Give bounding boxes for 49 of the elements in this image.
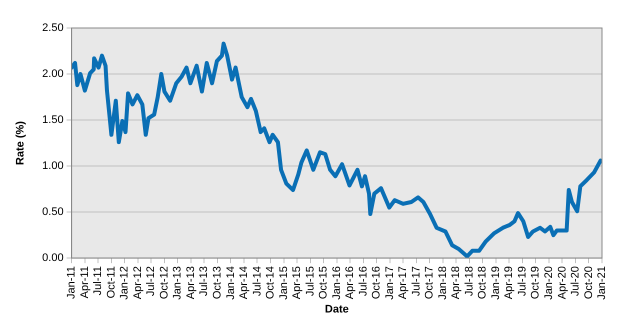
- x-tick-label: Oct-16: [370, 266, 383, 300]
- x-tick-label: Jan-14: [224, 266, 237, 300]
- x-tick-label: Oct-14: [264, 266, 277, 300]
- x-tick-label: Apr-15: [291, 266, 304, 300]
- x-tick-label: Oct-13: [212, 266, 224, 300]
- x-tick-label: Jan-17: [384, 266, 396, 300]
- x-axis-title: Date: [324, 303, 349, 316]
- x-tick-label: Oct-17: [424, 266, 436, 300]
- y-tick-label: 2.00: [42, 68, 64, 80]
- x-tick-label: Jan-12: [118, 266, 131, 300]
- x-tick-label: Apr-17: [397, 266, 410, 300]
- x-tick-label: Oct-12: [158, 266, 170, 300]
- x-tick-label: Jul-16: [357, 266, 370, 296]
- x-tick-label: Apr-14: [238, 266, 250, 300]
- x-tick-label: Jan-13: [172, 266, 184, 300]
- x-tick-label: Jan-21: [596, 266, 608, 300]
- x-tick-label: Apr-19: [503, 266, 516, 300]
- x-tick-label: Jan-19: [490, 266, 502, 300]
- x-tick-label: Jan-20: [542, 266, 555, 300]
- x-tick-label: Oct-18: [476, 266, 489, 300]
- y-tick-label: 0.50: [42, 206, 64, 218]
- x-tick-label: Apr-13: [184, 266, 197, 300]
- x-tick-label: Oct-11: [105, 266, 118, 298]
- x-tick-label: Jan-18: [436, 266, 449, 300]
- x-tick-label: Jul-13: [198, 266, 210, 296]
- x-tick-label: Apr-11: [78, 266, 91, 298]
- x-tick-label: Jan-11: [66, 266, 78, 299]
- x-tick-label: Jan-16: [330, 266, 343, 300]
- y-tick-label: 1.00: [42, 160, 64, 172]
- x-tick-label: Jan-15: [278, 266, 290, 300]
- x-tick-label: Jul-20: [570, 266, 582, 296]
- x-tick-label: Oct-19: [530, 266, 542, 300]
- x-tick-label: Jul-14: [251, 266, 264, 296]
- x-tick-label: Apr-18: [450, 266, 462, 300]
- x-tick-label: Jul-15: [304, 266, 316, 296]
- x-tick-label: Apr-12: [132, 266, 144, 300]
- x-tick-label: Apr-16: [344, 266, 356, 300]
- x-tick-label: Jul-11: [92, 266, 104, 296]
- x-tick-label: Oct-15: [318, 266, 330, 300]
- x-tick-label: Jul-19: [516, 266, 528, 296]
- y-axis-title: Rate (%): [14, 120, 27, 166]
- x-tick-label: Jul-18: [463, 266, 476, 296]
- x-tick-label: Jul-17: [410, 266, 422, 296]
- x-tick-label: Oct-20: [582, 266, 595, 300]
- y-tick-label: 0.00: [42, 252, 64, 264]
- y-tick-label: 1.50: [42, 114, 64, 126]
- x-tick-label: Jul-12: [145, 266, 158, 296]
- x-tick-label: Apr-20: [556, 266, 568, 300]
- y-tick-label: 2.50: [42, 22, 64, 34]
